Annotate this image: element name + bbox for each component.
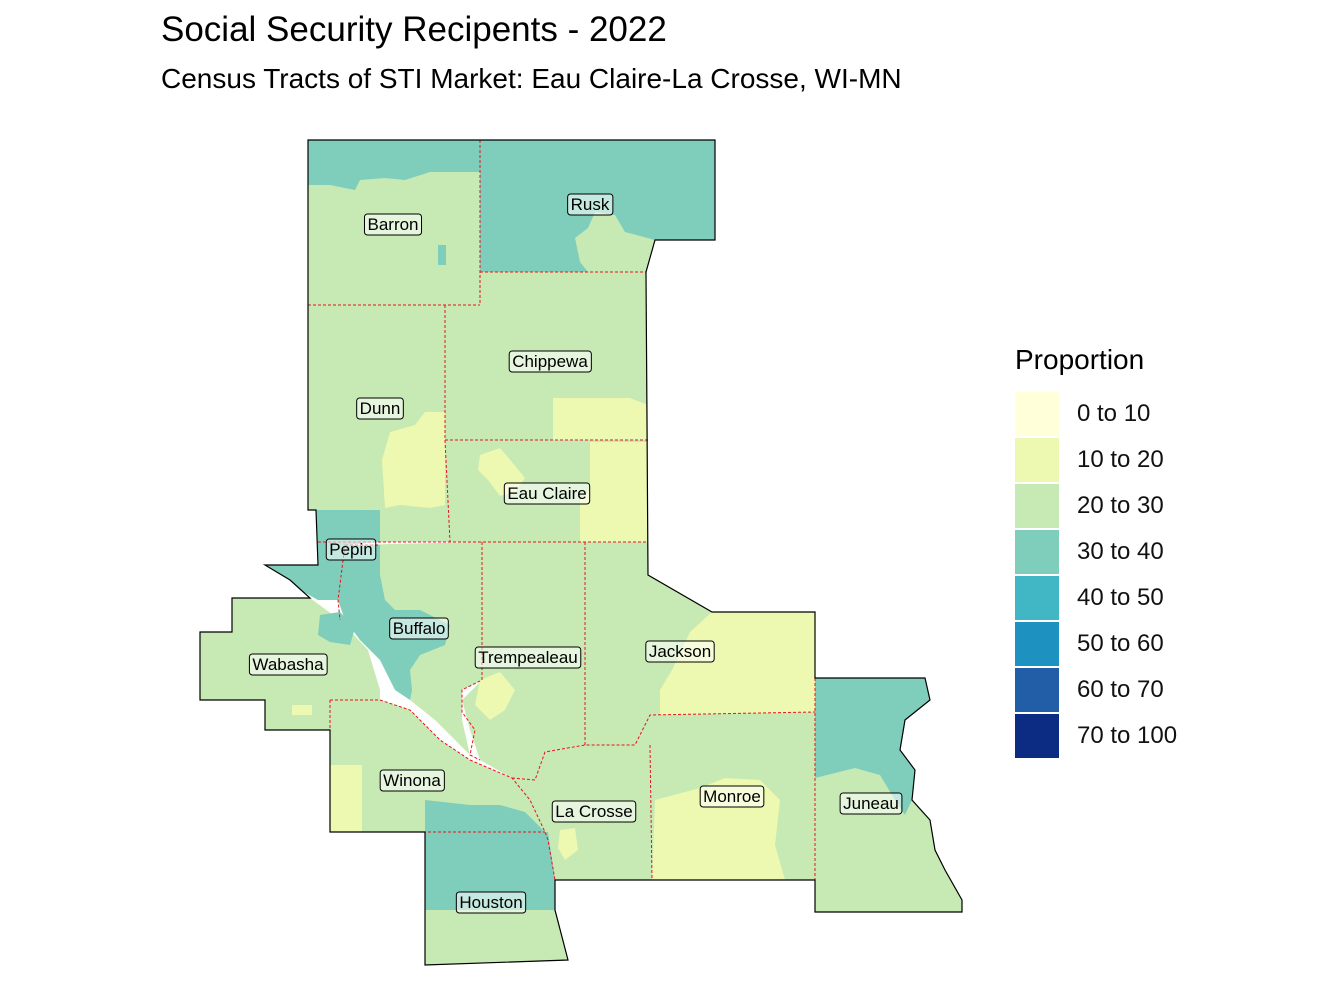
tract-winona-west [330,765,362,832]
county-label-monroe: Monroe [699,785,765,808]
legend-label: 70 to 100 [1077,722,1178,749]
county-name: Pepin [329,540,372,559]
county-name: Barron [367,215,418,234]
tract-barron-spot [438,245,446,265]
county-label-houston: Houston [455,891,527,914]
legend-swatch [1015,714,1059,758]
legend-swatch [1015,576,1059,620]
legend-item: 70 to 100 [1015,713,1177,759]
tract-wabasha-northeast [318,612,355,645]
legend-swatch [1015,484,1059,528]
county-name: Chippewa [512,352,588,371]
legend-label: 40 to 50 [1077,584,1164,611]
legend-label: 10 to 20 [1077,446,1164,473]
tract-pepin-east [316,510,362,545]
county-name: Wabasha [252,655,324,674]
tract-juneau-north [815,678,930,815]
tract-eau-claire-east [580,442,648,542]
tract-barron-north [308,140,480,190]
legend-swatch [1015,438,1059,482]
market-outline [199,139,963,966]
county-label-dunn: Dunn [356,397,404,420]
legend-item: 30 to 40 [1015,529,1177,575]
legend-label: 20 to 30 [1077,492,1164,519]
tract-dunn-southeast [382,412,445,508]
legend-item: 50 to 60 [1015,621,1177,667]
legend-item: 40 to 50 [1015,575,1177,621]
legend-item: 60 to 70 [1015,667,1177,713]
county-label-rusk: Rusk [567,193,614,216]
legend-swatch [1015,668,1059,712]
county-name: Juneau [843,794,899,813]
map-title: Social Security Recipents - 2022 [161,10,667,49]
choropleth-map: Barron Rusk Chippewa Dunn Eau Claire Pepin Buf… [199,139,963,966]
county-labels: Barron Rusk Chippewa Dunn Eau Claire Pepin Buf… [248,193,903,914]
county-name: Jackson [649,642,711,661]
county-label-jackson: Jackson [645,640,715,663]
map-subtitle: Census Tracts of STI Market: Eau Claire-… [161,63,902,94]
county-label-wabasha: Wabasha [248,653,328,676]
county-name: Houston [459,893,522,912]
tract-trempealeau-south [475,672,515,720]
legend-swatch [1015,622,1059,666]
county-label-la-crosse: La Crosse [551,800,637,823]
county-label-barron: Barron [363,213,423,236]
legend-label: 30 to 40 [1077,538,1164,565]
legend-swatch [1015,530,1059,574]
county-label-trempealeau: Trempealeau [474,646,582,669]
county-name: Rusk [571,195,610,214]
legend-label: 0 to 10 [1077,400,1151,427]
legend: Proportion 0 to 10 10 to 20 20 to 30 30 to … [1015,344,1177,759]
legend-item: 20 to 30 [1015,483,1177,529]
tract-winona-south [425,800,545,832]
county-label-pepin: Pepin [325,538,377,561]
legend-swatch [1015,392,1059,436]
legend-items: 0 to 10 10 to 20 20 to 30 30 to 40 40 to 50 5… [1015,391,1177,759]
county-label-winona: Winona [379,769,445,792]
county-name: La Crosse [555,802,632,821]
county-name: Monroe [703,787,761,806]
county-name: Buffalo [393,619,446,638]
county-label-eau-claire: Eau Claire [503,482,591,505]
legend-label: 60 to 70 [1077,676,1164,703]
county-name: Dunn [360,399,401,418]
legend-label: 50 to 60 [1077,630,1164,657]
county-name: Trempealeau [478,648,578,667]
tract-la-crosse-city [558,828,578,860]
legend-title: Proportion [1015,344,1145,375]
tract-jackson-east [660,612,815,715]
tract-houston-north [425,832,555,910]
legend-item: 0 to 10 [1015,391,1177,437]
county-name: Winona [383,771,441,790]
county-area-winona [330,700,545,832]
tract-wabasha-small [292,705,312,715]
tract-chippewa-southeast [553,398,648,440]
county-label-juneau: Juneau [839,792,903,815]
county-label-chippewa: Chippewa [508,350,592,373]
legend-item: 10 to 20 [1015,437,1177,483]
county-label-buffalo: Buffalo [389,617,449,640]
county-name: Eau Claire [507,484,586,503]
